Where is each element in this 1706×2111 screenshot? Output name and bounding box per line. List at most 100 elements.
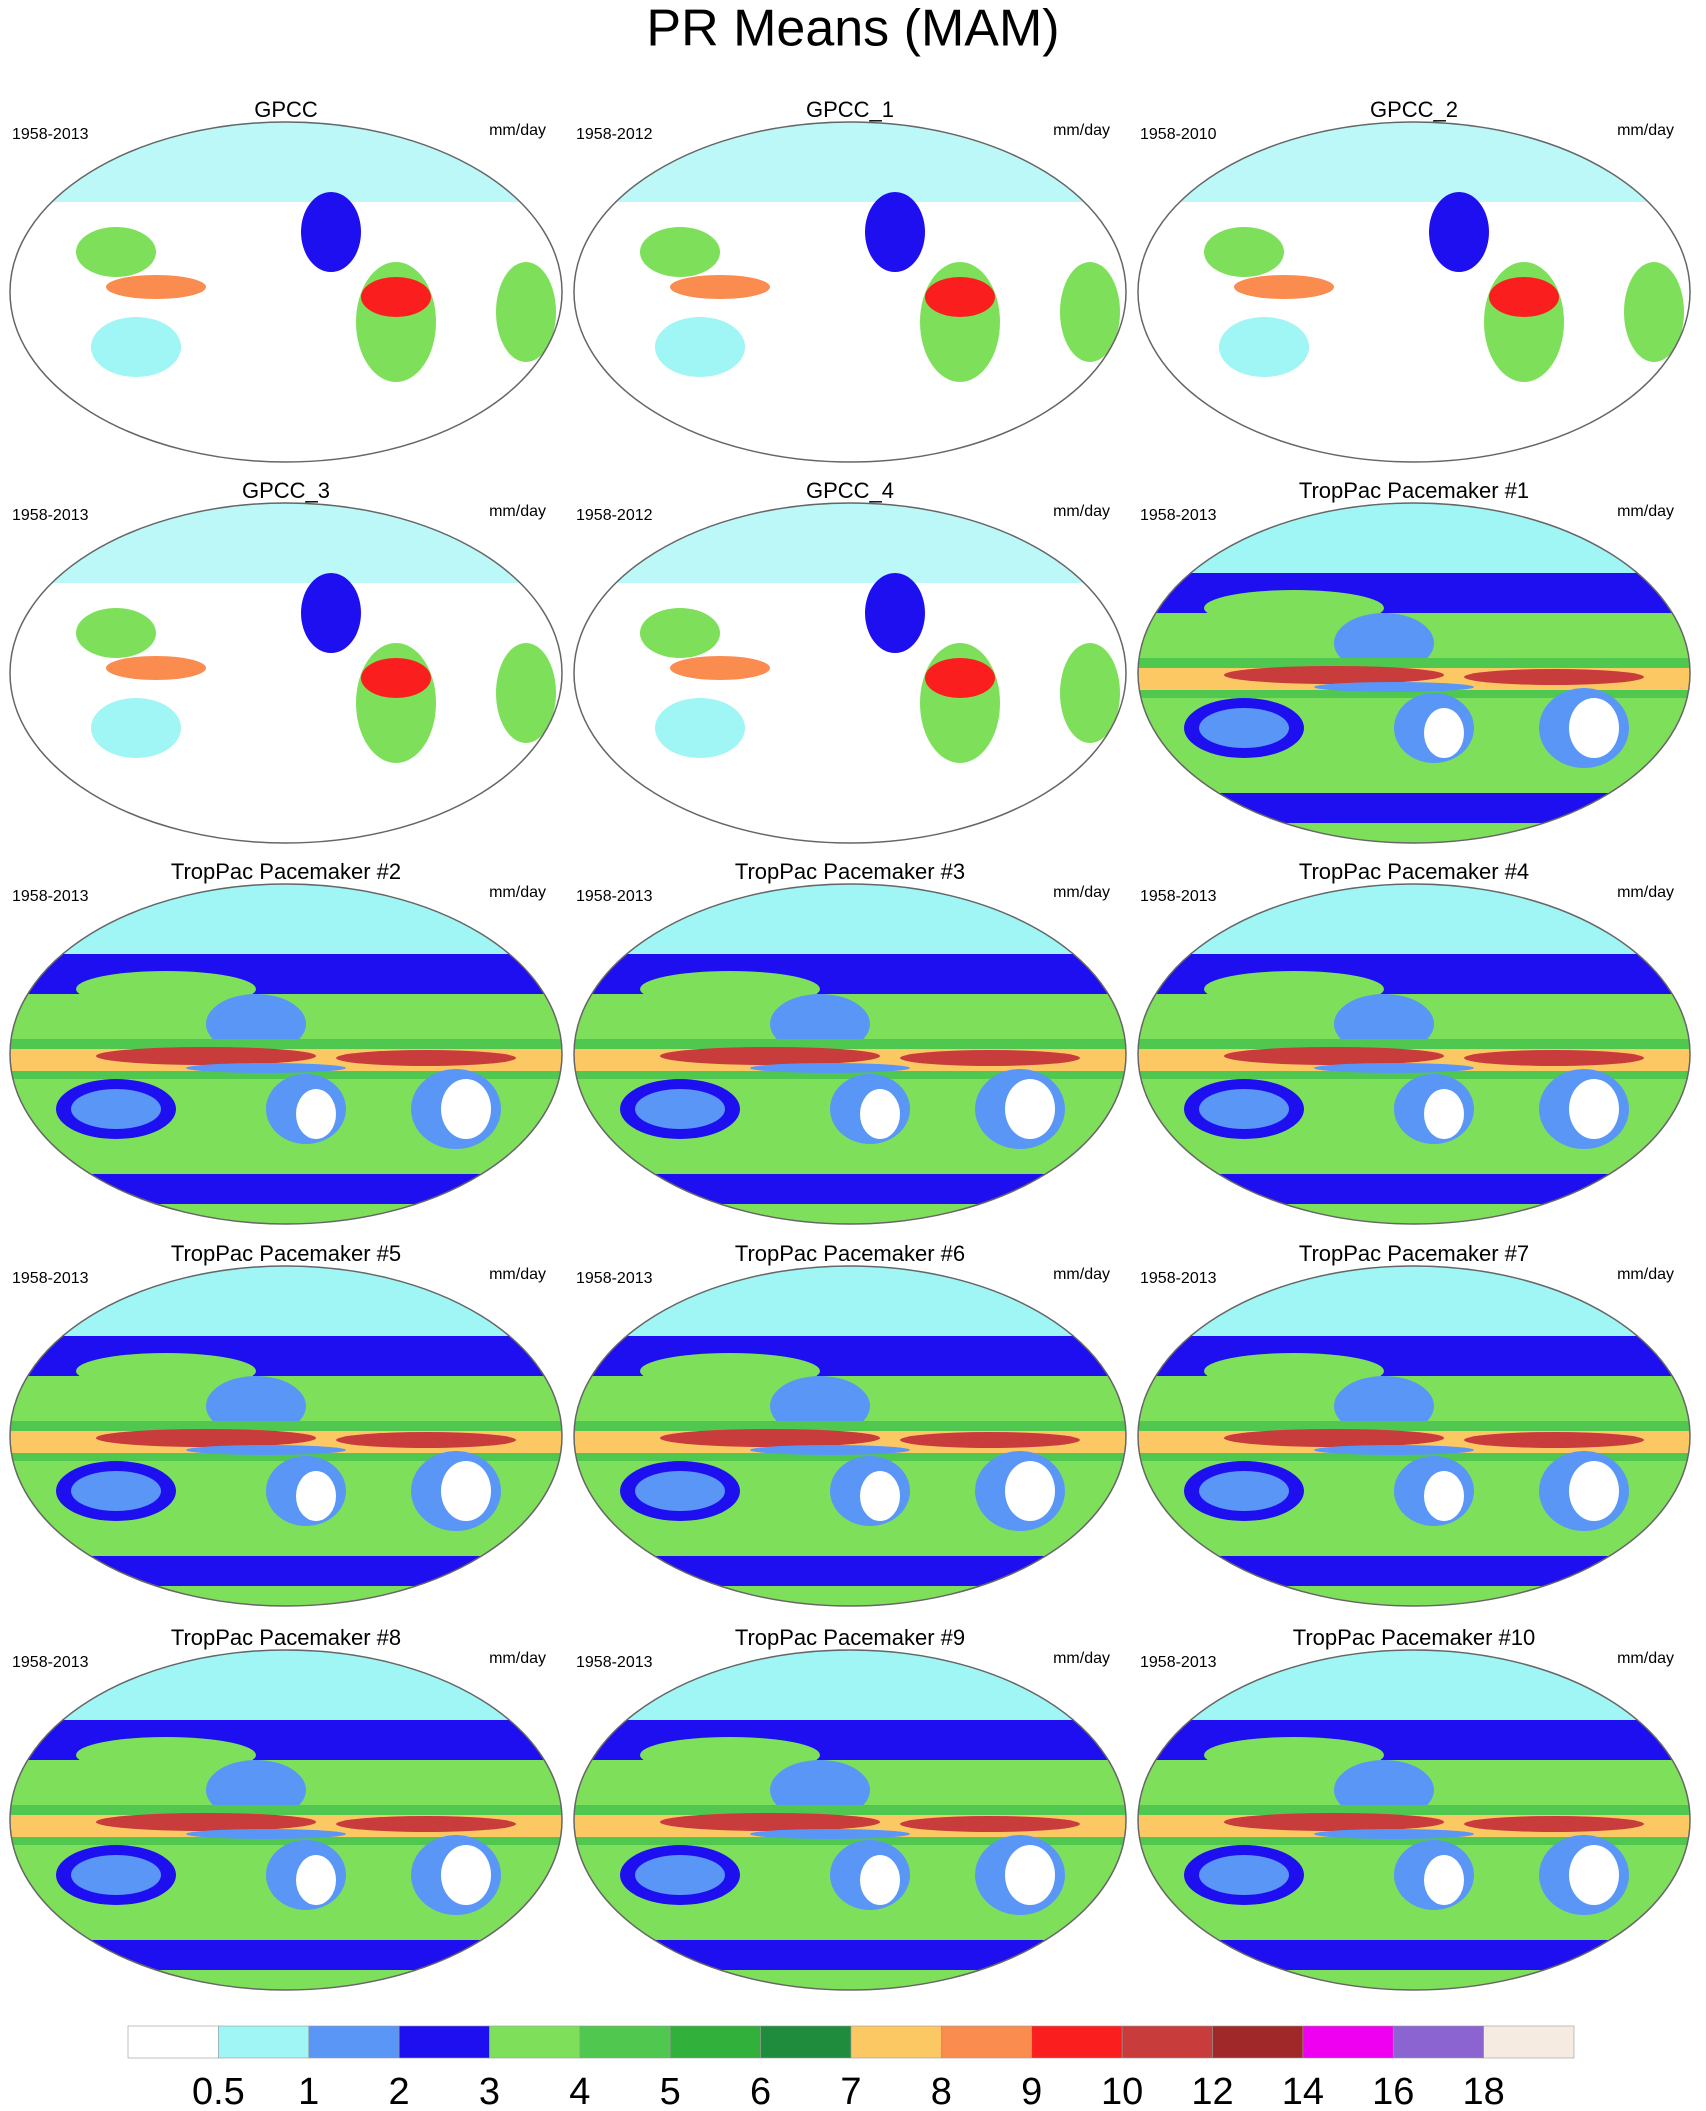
colorbar-box	[1483, 2025, 1575, 2059]
panel-title: TropPac Pacemaker #5	[171, 1241, 401, 1266]
panel-units: mm/day	[489, 122, 546, 139]
panel-title: GPCC_4	[806, 478, 894, 503]
field-patch	[76, 971, 256, 1007]
panel-title: GPCC_3	[242, 478, 330, 503]
map-field	[10, 884, 562, 1224]
field-patch	[655, 317, 745, 377]
map-field	[1138, 1650, 1690, 1990]
field-patch	[1199, 708, 1289, 748]
field-patch	[660, 1429, 880, 1447]
field-patch	[106, 656, 206, 680]
field-patch	[1199, 1471, 1289, 1511]
field-band	[10, 1266, 562, 1336]
colorbar-label: 9	[1021, 2071, 1042, 2111]
field-patch	[1424, 708, 1464, 758]
colorbar-box	[850, 2025, 942, 2059]
panel-period: 1958-2013	[576, 1270, 653, 1287]
field-patch	[76, 227, 156, 277]
field-band	[574, 503, 1126, 583]
map-panel: GPCC_4 1958-2012 mm/day	[573, 478, 1127, 844]
colorbar-label: 8	[931, 2071, 952, 2111]
field-band	[10, 884, 562, 954]
colorbar-box	[669, 2025, 761, 2059]
field-patch	[186, 1063, 346, 1073]
panel-title: TropPac Pacemaker #9	[735, 1625, 965, 1650]
panel-title: TropPac Pacemaker #8	[171, 1625, 401, 1650]
map-panel: TropPac Pacemaker #3 1958-2013 mm/day	[573, 859, 1127, 1225]
field-patch	[1234, 275, 1334, 299]
field-patch	[925, 658, 995, 698]
panel-units: mm/day	[489, 884, 546, 901]
field-patch	[1005, 1079, 1055, 1139]
field-patch	[91, 317, 181, 377]
colorbar-box	[760, 2025, 852, 2059]
panel-units: mm/day	[1053, 1650, 1110, 1667]
panel-units: mm/day	[1053, 503, 1110, 520]
map-field	[1138, 1266, 1690, 1606]
field-patch	[496, 643, 556, 743]
colorbar-label: 5	[660, 2071, 681, 2111]
panel-title: TropPac Pacemaker #7	[1299, 1241, 1529, 1266]
field-patch	[860, 1471, 900, 1521]
map-field	[10, 1650, 562, 1990]
field-patch	[71, 1471, 161, 1511]
colorbar-box	[398, 2025, 490, 2059]
map-panel: TropPac Pacemaker #5 1958-2013 mm/day	[9, 1241, 563, 1607]
field-band	[1138, 503, 1690, 573]
map-outline	[573, 1649, 1127, 1991]
colorbar-box	[941, 2025, 1033, 2059]
field-patch	[925, 277, 995, 317]
map-panel: GPCC_3 1958-2013 mm/day	[9, 478, 563, 844]
panel-period: 1958-2013	[576, 888, 653, 905]
field-patch	[750, 1445, 910, 1455]
colorbar-box	[1302, 2025, 1394, 2059]
map-background	[10, 503, 562, 843]
map-outline	[573, 502, 1127, 844]
map-outline	[1137, 1649, 1691, 1991]
field-patch	[76, 608, 156, 658]
field-patch	[750, 1829, 910, 1839]
field-band	[574, 1650, 1126, 1720]
field-band	[1138, 1556, 1690, 1586]
field-band	[10, 1940, 562, 1970]
panel-units: mm/day	[1053, 884, 1110, 901]
field-patch	[635, 1089, 725, 1129]
colorbar-label: 2	[389, 2071, 410, 2111]
map-field	[574, 1266, 1126, 1606]
panel-units: mm/day	[489, 503, 546, 520]
panel-period: 1958-2012	[576, 507, 653, 524]
field-patch	[635, 1855, 725, 1895]
panel-title: TropPac Pacemaker #2	[171, 859, 401, 884]
panel-units: mm/day	[489, 1650, 546, 1667]
map-background	[10, 122, 562, 462]
field-patch	[441, 1461, 491, 1521]
field-band	[574, 1266, 1126, 1336]
colorbar-label: 4	[569, 2071, 590, 2111]
field-patch	[1224, 1813, 1444, 1831]
field-band	[1138, 884, 1690, 954]
field-patch	[91, 698, 181, 758]
map-panel: TropPac Pacemaker #4 1958-2013 mm/day	[1137, 859, 1691, 1225]
field-patch	[1199, 1089, 1289, 1129]
colorbar-box	[1212, 2025, 1304, 2059]
field-patch	[336, 1050, 516, 1066]
field-patch	[660, 1813, 880, 1831]
map-outline	[9, 883, 563, 1225]
field-patch	[1204, 590, 1384, 626]
colorbar-box	[1031, 2025, 1123, 2059]
field-patch	[1624, 262, 1684, 362]
panel-units: mm/day	[1053, 1266, 1110, 1283]
panel-period: 1958-2013	[12, 1270, 89, 1287]
panel-title: TropPac Pacemaker #10	[1293, 1625, 1536, 1650]
map-outline	[1137, 883, 1691, 1225]
field-patch	[1060, 643, 1120, 743]
field-band	[10, 1650, 562, 1720]
field-band	[574, 1940, 1126, 1970]
field-patch	[186, 1829, 346, 1839]
field-patch	[1199, 1855, 1289, 1895]
field-band	[10, 503, 562, 583]
field-patch	[1489, 277, 1559, 317]
field-patch	[640, 1353, 820, 1389]
field-patch	[96, 1047, 316, 1065]
field-band	[10, 122, 562, 202]
